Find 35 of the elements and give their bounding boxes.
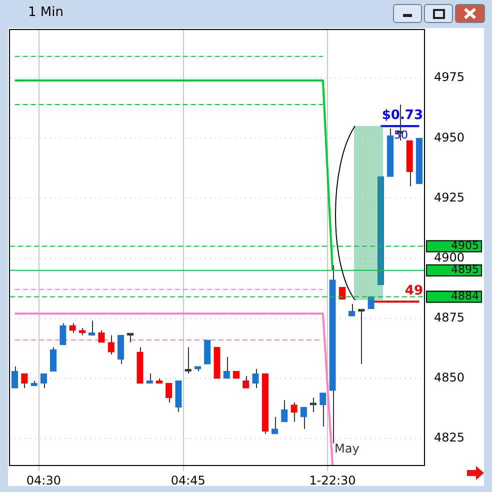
candlestick <box>117 334 124 365</box>
candlestick <box>21 373 28 389</box>
y-tick-label: 4825 <box>434 430 465 445</box>
y-tick-label: 4950 <box>434 130 465 144</box>
ref-line-label: 4895 <box>451 263 479 276</box>
candlestick <box>11 366 18 389</box>
x-tick-label: 04:30 <box>26 473 61 488</box>
candlestick <box>108 334 114 355</box>
y-tick-label: 4900 <box>434 250 465 264</box>
candlestick <box>271 416 278 434</box>
candlestick <box>320 392 326 428</box>
candlestick <box>252 368 259 389</box>
candlestick <box>290 402 298 422</box>
candlestick <box>146 373 153 384</box>
ref-line-label: 4905 <box>451 239 479 252</box>
y-tick-label: 4925 <box>434 190 465 204</box>
y-tick-label: 4975 <box>434 70 465 84</box>
y-tick-label: 4850 <box>434 370 465 385</box>
candlestick <box>281 400 288 422</box>
annotation: May <box>334 442 360 456</box>
x-tick-label: 1-22:30 <box>309 473 356 488</box>
candlestick <box>368 296 374 310</box>
candlestick <box>348 303 356 316</box>
y-tick-label: 4875 <box>434 310 465 325</box>
annotation: 49 <box>404 283 423 298</box>
candlestick <box>50 346 57 372</box>
candlestick <box>88 320 96 336</box>
candlestick <box>300 406 307 430</box>
x-tick-label: 04:45 <box>170 473 206 488</box>
ref-line-label: 4884 <box>451 290 479 303</box>
candlestick <box>60 322 66 346</box>
candlestick <box>242 376 250 389</box>
candlestick <box>166 382 172 404</box>
chart-title: 1 Min <box>28 5 64 20</box>
candlestick <box>223 356 230 379</box>
